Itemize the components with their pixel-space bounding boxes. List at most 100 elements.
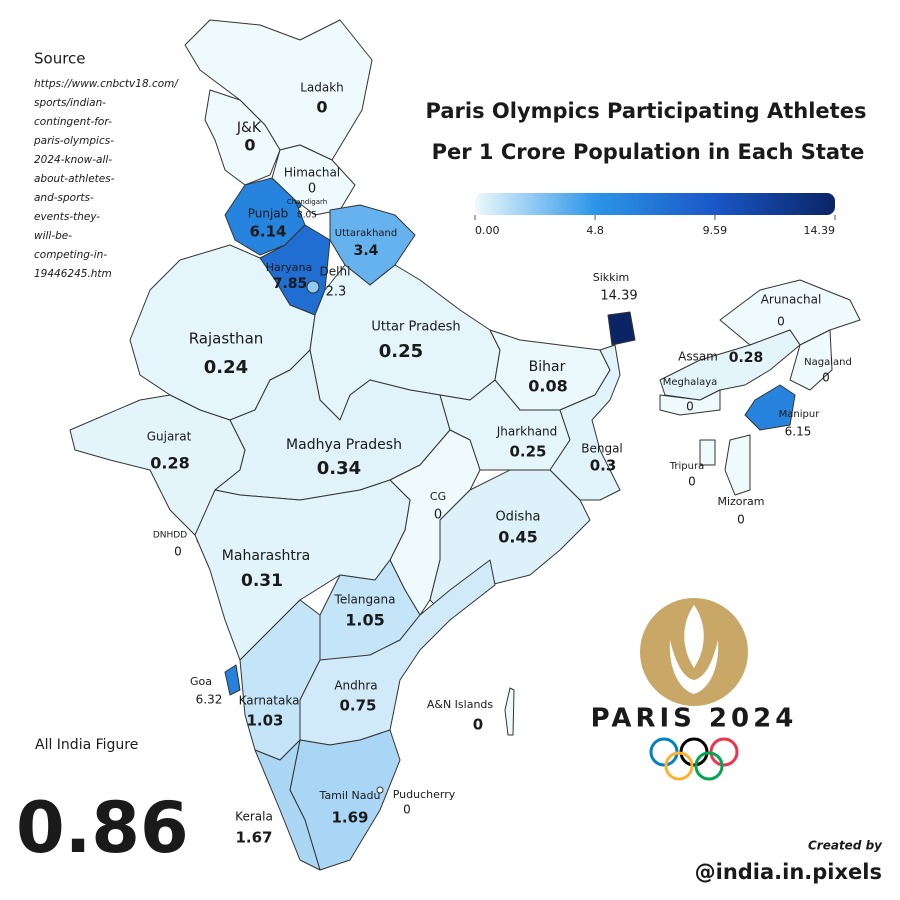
region-name: Rajasthan	[189, 330, 264, 348]
title-line: Paris Olympics Participating Athletes	[426, 99, 867, 123]
credit-handle: @india.in.pixels	[695, 860, 882, 884]
region-name: Andhra	[334, 679, 377, 693]
region-value: 0.28	[729, 350, 764, 366]
paris-logo: PARIS 2024	[591, 598, 798, 781]
ring	[679, 737, 709, 767]
region-name: Puducherry	[393, 788, 456, 801]
region-shape	[376, 786, 384, 794]
source-line: 2024-know-all-	[34, 154, 112, 166]
region-shape	[744, 384, 796, 431]
region-name: CG	[430, 490, 446, 503]
logo-text: PARIS 2024	[591, 704, 798, 734]
colorbar	[475, 193, 835, 215]
region-value: 0	[822, 371, 830, 385]
region-name: Jharkhand	[496, 425, 558, 439]
region-name: Delhi	[320, 265, 351, 279]
region-value: 0.25	[379, 341, 423, 362]
colorbar-tick-label: 0.00	[475, 224, 500, 237]
region-value: 0.75	[339, 697, 376, 715]
region-value: 0.45	[498, 528, 537, 547]
regions	[69, 19, 861, 871]
ring	[709, 737, 739, 767]
colorbar-tick-label: 4.8	[586, 224, 604, 237]
title-line: Per 1 Crore Population in Each State	[432, 140, 865, 164]
region-value: 0	[316, 98, 327, 117]
region-name: Tamil Nadu	[319, 789, 381, 802]
region-value: 0	[688, 475, 696, 489]
colorbar-tick-label: 14.39	[804, 224, 836, 237]
region-name: Ladakh	[300, 81, 344, 95]
region-value: 1.69	[331, 809, 368, 827]
region-shape	[789, 329, 833, 391]
region-shape	[724, 434, 751, 496]
region-name: Tripura	[669, 461, 704, 472]
region-value: 14.39	[600, 289, 637, 304]
region-name: Punjab	[248, 207, 289, 221]
colorbar-ticks: 0.00 4.8 9.59 14.39	[474, 215, 836, 237]
region-value: 0	[403, 803, 411, 817]
region-name: A&N Islands	[427, 698, 494, 711]
region-value: 0	[174, 545, 182, 559]
region-name: Kerala	[235, 810, 273, 824]
source-line: about-athletes-	[34, 173, 115, 185]
region-value: 0	[308, 182, 316, 197]
region-name: Sikkim	[593, 271, 630, 284]
region-shape	[659, 389, 721, 416]
region-name: Goa	[190, 675, 212, 688]
region-name: Gujarat	[147, 430, 192, 444]
source-line: events-they-	[34, 211, 100, 223]
region-value: 1.03	[246, 712, 283, 730]
all-india-label: All India Figure	[35, 737, 138, 753]
region-shape	[607, 311, 636, 346]
region-name: Bengal	[581, 442, 623, 456]
source-line: paris-olympics-	[33, 135, 114, 147]
source-line: competing-in-	[34, 249, 107, 261]
region-value: 1.05	[345, 611, 384, 630]
region-value: 0.24	[204, 357, 248, 378]
logo-face	[669, 640, 719, 694]
region-name: Mizoram	[717, 495, 764, 508]
source-line: https://www.cnbctv18.com/	[34, 78, 179, 90]
region-name: Haryana	[266, 261, 313, 274]
region-name: Assam	[678, 350, 718, 364]
region-name: Bihar	[529, 359, 566, 375]
region-name: Meghalaya	[663, 377, 718, 388]
olympic-rings	[649, 737, 739, 781]
source-line: will-be-	[34, 230, 72, 242]
region-shape	[254, 739, 321, 871]
region-name: Nagaland	[804, 357, 852, 368]
region-value: 1.67	[235, 829, 272, 847]
region-shape	[699, 439, 716, 466]
region-value: 3.4	[354, 243, 379, 259]
region-value: 0.34	[317, 458, 361, 479]
region-value: 6.14	[249, 223, 286, 241]
region-shape	[184, 19, 373, 161]
region-name: Maharashtra	[222, 548, 310, 564]
region-name: Odisha	[495, 510, 540, 525]
ring	[649, 737, 679, 767]
region-name: Karnataka	[239, 694, 300, 708]
region-value: 6.15	[785, 425, 812, 439]
region-name: Telangana	[334, 593, 396, 607]
source-line: sports/indian-	[34, 97, 106, 109]
colorbar-tick-label: 9.59	[703, 224, 728, 237]
source-text: https://www.cnbctv18.com/sports/indian-c…	[33, 78, 179, 280]
region-value: 0	[244, 136, 255, 155]
region-value: 0	[473, 716, 483, 734]
region-value: 0	[737, 513, 745, 527]
region-value: 8.05	[297, 211, 317, 221]
region-shape	[504, 687, 515, 736]
source-line: contingent-for-	[34, 116, 112, 128]
region-value: 0.3	[590, 457, 617, 475]
source-heading: Source	[34, 50, 86, 68]
region-name: Arunachal	[761, 293, 822, 307]
region-name: Uttar Pradesh	[371, 320, 460, 335]
region-name: Uttarakhand	[335, 228, 397, 239]
credit-label: Created by	[808, 839, 883, 853]
region-shape	[204, 89, 281, 186]
region-value: 0	[686, 400, 694, 414]
region-value: 0.08	[528, 377, 567, 396]
region-value: 0.25	[509, 443, 546, 461]
logo-flame	[684, 605, 704, 668]
